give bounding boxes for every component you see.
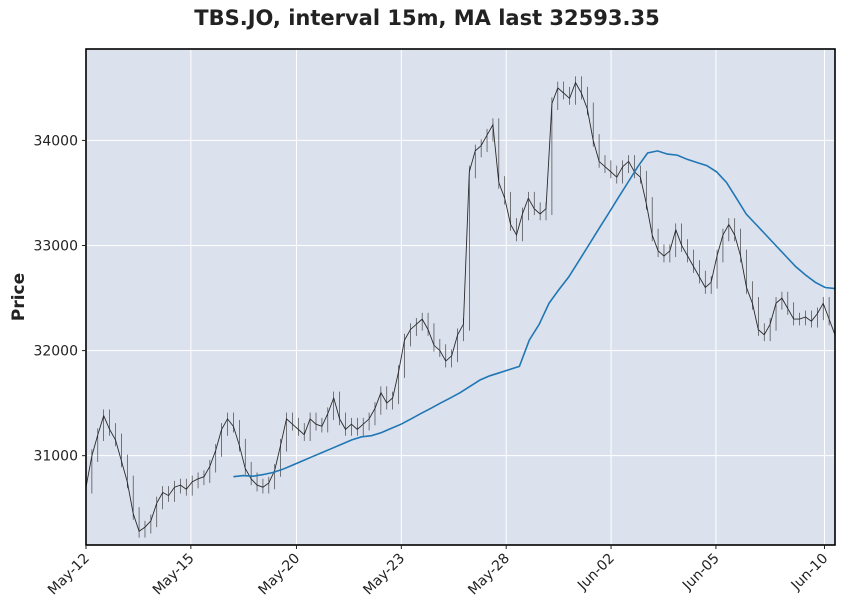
x-tick-label: May-28: [465, 551, 513, 599]
x-tick-label: Jun-02: [574, 551, 618, 595]
y-tick-label: 31000: [33, 449, 78, 465]
y-axis-title: Price: [9, 273, 29, 321]
x-tick-label: May-23: [360, 551, 408, 599]
plot-background: [86, 49, 835, 545]
grid-lines: [85, 49, 835, 545]
x-tick-label: May-15: [150, 551, 198, 599]
moving-average-line: [233, 150, 836, 478]
y-tick-label: 32000: [33, 344, 78, 360]
y-tick-label: 33000: [33, 239, 78, 255]
chart-title: TBS.JO, interval 15m, MA last 32593.35: [194, 6, 660, 30]
x-tick-label: Jun-10: [788, 551, 832, 595]
series-layer: [85, 76, 836, 538]
plot-frame: [85, 48, 836, 546]
x-tick-label: Jun-05: [679, 551, 723, 595]
y-tick-label: 34000: [33, 133, 78, 149]
price-line: [85, 81, 836, 533]
x-tick-label: May-12: [45, 551, 93, 599]
x-tick-label: May-20: [256, 551, 304, 599]
